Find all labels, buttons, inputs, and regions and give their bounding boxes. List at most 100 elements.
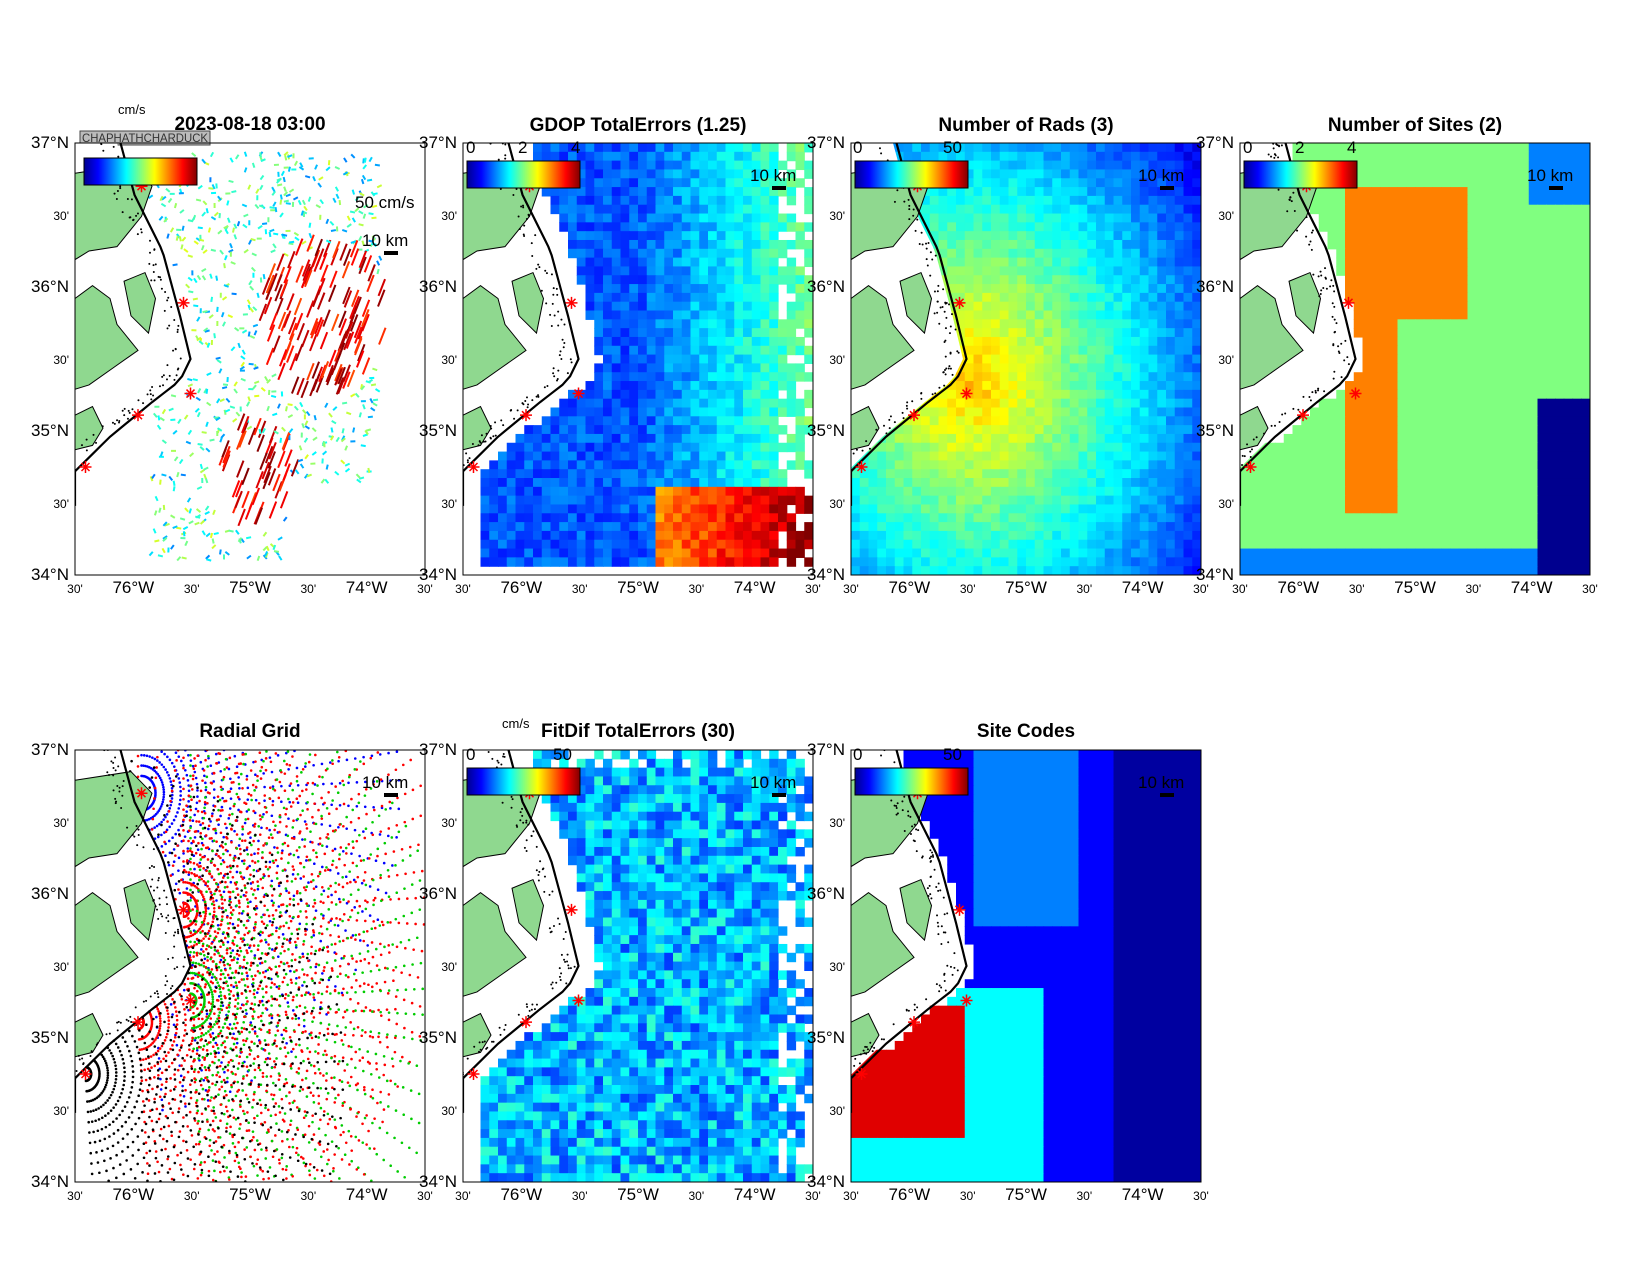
lon-tick-label: 76°W: [500, 578, 542, 597]
lat-tick-label: 30': [441, 960, 457, 974]
lon-tick-label: 30': [184, 582, 200, 596]
lon-tick-label: 76°W: [500, 1185, 542, 1204]
fitdif-field: [480, 750, 813, 1182]
scale-bar-label: 10 km: [750, 773, 796, 792]
lat-tick-label: 37°N: [807, 740, 845, 759]
cbar-tick: 0: [1243, 138, 1252, 157]
lon-tick-label: 30': [843, 1189, 859, 1203]
panel-nsites: Number of Sites (2) 0 2 4 10 km: [1239, 115, 1591, 576]
lon-tick-label: 30': [1193, 1189, 1209, 1203]
lon-tick-label: 74°W: [346, 578, 388, 597]
lat-tick-label: 36°N: [807, 277, 845, 296]
lon-tick-label: 30': [1349, 582, 1365, 596]
land: [851, 750, 973, 1182]
lon-tick-label: 30': [960, 582, 976, 596]
current-field: [148, 151, 387, 562]
panel-title: Number of Rads (3): [938, 115, 1113, 136]
lon-tick-label: 30': [417, 1189, 433, 1203]
lon-tick-label: 30': [805, 582, 821, 596]
cbar-tick: 2: [518, 138, 527, 157]
lon-tick-label: 75°W: [617, 1185, 659, 1204]
lon-tick-label: 30': [417, 582, 433, 596]
cbar-tick: 0: [853, 138, 862, 157]
lon-tick-label: 30': [1466, 582, 1482, 596]
panel-gdop: GDOP TotalErrors (1.25) 0 2 4 10 km: [462, 115, 814, 576]
lon-tick-label: 30': [67, 582, 83, 596]
lon-tick-label: 30': [843, 582, 859, 596]
colorbar: [83, 157, 198, 186]
land: [851, 143, 973, 575]
lon-tick-label: 30': [1193, 582, 1209, 596]
panel-radial-grid: Radial Grid 10 km: [74, 721, 426, 1183]
vector-scale-label: 50 cm/s: [355, 193, 415, 212]
scale-bar-label: 10 km: [750, 166, 796, 185]
lat-tick-label: 30': [1218, 497, 1234, 511]
lat-tick-label: 30': [441, 497, 457, 511]
land: [75, 143, 197, 575]
lat-tick-label: 30': [829, 209, 845, 223]
lat-tick-label: 30': [53, 816, 69, 830]
axis-ticks: 37°N30'36°N30'35°N30'34°N30' 76°W 30' 75°W 3…: [31, 133, 1598, 1204]
panel-title: GDOP TotalErrors (1.25): [530, 115, 747, 136]
lon-tick-label: 30': [689, 582, 705, 596]
lat-tick-label: 37°N: [31, 740, 69, 759]
lon-tick-label: 30': [455, 582, 471, 596]
lon-tick-label: 30': [1077, 1189, 1093, 1203]
land: [75, 750, 197, 1182]
lon-tick-label: 74°W: [1511, 578, 1553, 597]
cbar-tick: 50: [553, 745, 572, 764]
cbar-tick: 4: [1347, 138, 1356, 157]
lon-tick-label: 30': [301, 1189, 317, 1203]
lat-tick-label: 30': [1218, 209, 1234, 223]
lat-tick-label: 36°N: [1196, 277, 1234, 296]
lat-tick-label: 37°N: [1196, 133, 1234, 152]
lat-tick-label: 30': [829, 353, 845, 367]
site-label-box: [79, 130, 211, 146]
lon-tick-label: 75°W: [229, 1185, 271, 1204]
lat-tick-label: 34°N: [807, 1172, 845, 1191]
lat-tick-label: 36°N: [31, 277, 69, 296]
cbar-tick: 50: [943, 138, 962, 157]
panel-title: Site Codes: [977, 721, 1075, 742]
colorbar: [854, 160, 969, 189]
lon-tick-label: 30': [67, 1189, 83, 1203]
lon-tick-label: 74°W: [346, 1185, 388, 1204]
cbar-tick: 2: [1295, 138, 1304, 157]
lat-tick-label: 30': [829, 1104, 845, 1118]
lat-tick-label: 34°N: [807, 565, 845, 584]
lat-tick-label: 30': [53, 497, 69, 511]
lat-tick-label: 30': [53, 960, 69, 974]
axes-frame: [74, 142, 426, 576]
lat-tick-label: 35°N: [31, 1028, 69, 1047]
panel-title: Number of Sites (2): [1328, 115, 1502, 136]
lon-tick-label: 30': [301, 582, 317, 596]
lat-tick-label: 30': [441, 209, 457, 223]
lat-tick-label: 35°N: [807, 1028, 845, 1047]
lat-tick-label: 34°N: [31, 565, 69, 584]
lon-tick-label: 75°W: [617, 578, 659, 597]
lat-tick-label: 30': [53, 1104, 69, 1118]
cbar-tick: 0: [853, 745, 862, 764]
lon-tick-label: 30': [572, 1189, 588, 1203]
axes-frame: [74, 749, 426, 1183]
unit-label: cm/s: [118, 102, 146, 117]
lat-tick-label: 35°N: [1196, 421, 1234, 440]
axes-frame: [1239, 142, 1591, 576]
unit-label: cm/s: [502, 716, 530, 731]
lon-tick-label: 76°W: [112, 1185, 154, 1204]
lon-tick-label: 30': [1582, 582, 1598, 596]
lon-tick-label: 30': [1232, 582, 1248, 596]
lat-tick-label: 30': [441, 353, 457, 367]
lat-tick-label: 34°N: [31, 1172, 69, 1191]
colorbar: [1243, 160, 1358, 189]
lat-tick-label: 34°N: [1196, 565, 1234, 584]
lon-tick-label: 76°W: [888, 578, 930, 597]
lon-tick-label: 76°W: [1277, 578, 1319, 597]
colorbar: [466, 767, 581, 796]
lat-tick-label: 37°N: [807, 133, 845, 152]
lon-tick-label: 75°W: [1005, 578, 1047, 597]
lon-tick-label: 30': [689, 1189, 705, 1203]
scale-bar-label: 10 km: [362, 773, 408, 792]
scale-bar-label: 10 km: [362, 231, 408, 250]
lat-tick-label: 30': [829, 497, 845, 511]
